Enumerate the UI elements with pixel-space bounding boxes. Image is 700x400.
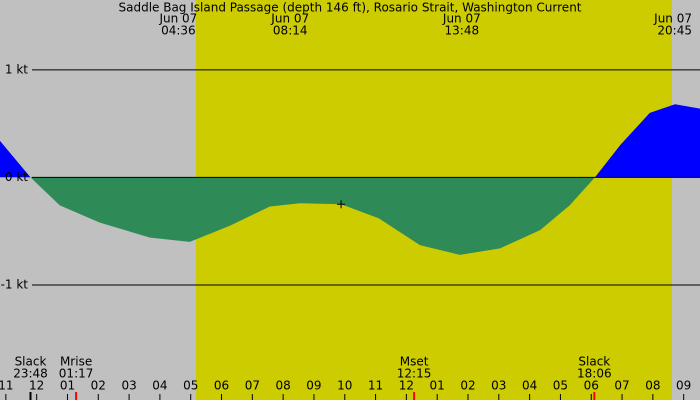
- extreme-time: 20:45: [657, 24, 692, 38]
- x-tick-label: 04: [522, 379, 537, 393]
- extreme-date: Jun 07: [158, 12, 197, 26]
- x-tick-label: 01: [430, 379, 445, 393]
- x-tick-label: 08: [645, 379, 660, 393]
- event-time: 01:17: [59, 367, 94, 381]
- x-tick-label: 06: [214, 379, 229, 393]
- x-tick-label: 12: [29, 379, 44, 393]
- event-time: 12:15: [397, 367, 432, 381]
- ebb-area: [30, 177, 595, 255]
- flood-area: [0, 104, 700, 178]
- x-tick-label: 11: [368, 379, 383, 393]
- x-tick-label: 03: [491, 379, 506, 393]
- event-label: Mrise: [60, 355, 92, 369]
- x-tick-label: 05: [553, 379, 568, 393]
- x-tick-label: 07: [245, 379, 260, 393]
- chart-title: Saddle Bag Island Passage (depth 146 ft)…: [118, 1, 581, 15]
- x-tick-label: 07: [614, 379, 629, 393]
- x-tick-label: 04: [152, 379, 167, 393]
- now-marker: [337, 200, 346, 209]
- x-tick-label: 02: [91, 379, 106, 393]
- x-tick-label: 06: [584, 379, 599, 393]
- event-time: 18:06: [577, 367, 612, 381]
- x-tick-label: 05: [183, 379, 198, 393]
- y-tick-label: 1 kt: [5, 62, 28, 76]
- extreme-date: Jun 07: [442, 12, 481, 26]
- event-label: Slack: [578, 355, 610, 369]
- x-tick-label: 03: [121, 379, 136, 393]
- extreme-time: 04:36: [161, 24, 196, 38]
- event-time: 23:48: [13, 367, 48, 381]
- x-tick-label: 08: [276, 379, 291, 393]
- event-label: Slack: [15, 355, 47, 369]
- x-tick-label: 10: [337, 379, 352, 393]
- event-label: Mset: [400, 355, 429, 369]
- extreme-time: 08:14: [273, 24, 308, 38]
- x-tick-label: 02: [460, 379, 475, 393]
- x-tick-label: 12: [399, 379, 414, 393]
- y-tick-label: -1 kt: [1, 277, 29, 291]
- extreme-date: Jun 07: [653, 12, 692, 26]
- extreme-date: Jun 07: [270, 12, 309, 26]
- x-tick-label: 09: [676, 379, 691, 393]
- x-tick-label: 01: [60, 379, 75, 393]
- y-tick-label: 0 kt: [5, 170, 28, 184]
- x-tick-label: 11: [0, 379, 13, 393]
- extreme-time: 13:48: [445, 24, 480, 38]
- x-tick-label: 09: [306, 379, 321, 393]
